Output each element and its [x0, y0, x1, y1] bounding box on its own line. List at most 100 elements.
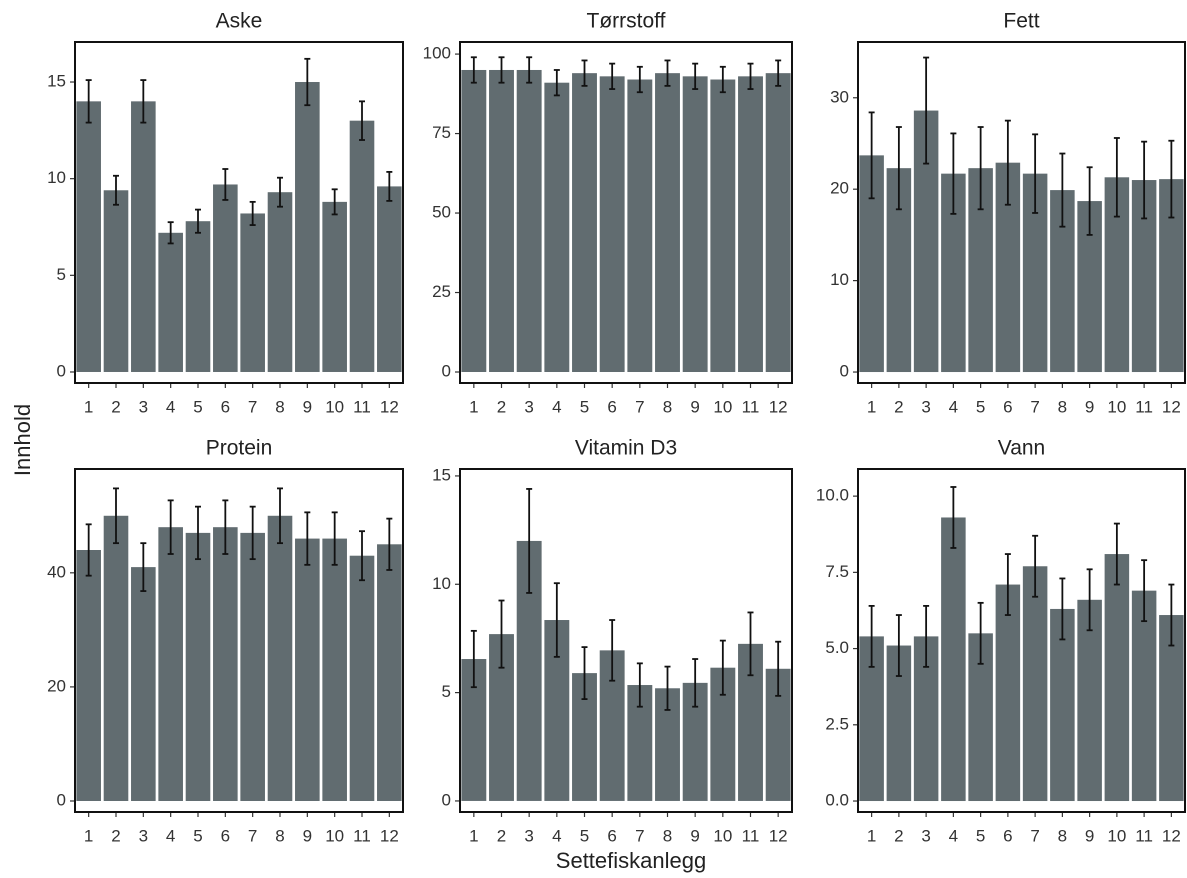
x-tick-label: 7: [635, 397, 644, 416]
x-tick-label: 12: [380, 826, 399, 845]
error-bar: [277, 176, 283, 208]
error-bar: [249, 505, 256, 561]
x-tick-label: 8: [275, 397, 284, 416]
error-bar: [636, 662, 643, 708]
error-bar: [470, 629, 477, 689]
x-tick-label: 6: [607, 826, 616, 845]
y-tick-label: 0.0: [825, 791, 849, 810]
bar: [599, 76, 625, 372]
bar: [349, 120, 375, 372]
y-tick-label: 50: [432, 203, 451, 222]
panel-frame: [74, 41, 404, 384]
error-bar: [249, 200, 256, 226]
y-tick-label: 20: [47, 676, 66, 695]
bar: [1104, 554, 1130, 802]
error-bar: [923, 56, 930, 165]
bar: [544, 82, 570, 373]
error-bar: [923, 604, 930, 668]
bar: [655, 73, 680, 372]
error-bar: [167, 499, 174, 555]
error-bar: [498, 56, 505, 84]
x-tick-label: 2: [111, 397, 120, 416]
bar: [627, 79, 653, 372]
error-bar: [304, 57, 311, 107]
x-tick-label: 8: [663, 397, 672, 416]
bar: [738, 76, 763, 372]
x-tick-label: 3: [524, 826, 533, 845]
bar: [213, 184, 238, 372]
bar: [103, 190, 129, 372]
error-bar: [359, 530, 365, 582]
error-bar: [277, 487, 283, 545]
x-tick-label: 1: [469, 397, 478, 416]
error-bar: [1113, 522, 1120, 586]
error-bar: [526, 488, 533, 594]
error-bar: [526, 56, 533, 84]
bar: [489, 69, 514, 373]
bar: [185, 221, 211, 372]
x-tick-label: 3: [921, 826, 930, 845]
x-tick-label: 2: [497, 397, 506, 416]
x-tick-label: 9: [1085, 397, 1094, 416]
error-bar: [977, 126, 984, 211]
x-tick-label: 11: [353, 397, 371, 416]
bar: [267, 192, 293, 372]
y-tick-label: 5: [442, 682, 451, 701]
y-tick-label: 15: [432, 465, 451, 484]
bar: [349, 555, 375, 801]
x-tick-label: 12: [769, 397, 788, 416]
y-tick-label: 0: [57, 790, 66, 809]
x-tick-label: 1: [469, 826, 478, 845]
error-bar: [386, 171, 393, 202]
panel-frame: [459, 41, 793, 384]
panel-title: Vann: [998, 437, 1046, 460]
bar: [158, 232, 183, 372]
error-bar: [167, 221, 174, 245]
bar: [995, 584, 1021, 802]
x-tick-label: 5: [580, 826, 589, 845]
error-bar: [113, 487, 119, 545]
x-tick-label: 9: [690, 826, 699, 845]
panel-title: Aske: [216, 10, 263, 33]
y-tick-label: 40: [47, 562, 66, 581]
bar: [1077, 599, 1102, 802]
panel-frame: [857, 468, 1186, 813]
error-bar: [895, 126, 902, 211]
y-tick-label: 7.5: [825, 562, 849, 581]
bar: [1131, 590, 1157, 802]
bar: [76, 101, 101, 372]
x-tick-label: 4: [552, 826, 561, 845]
x-tick-label: 10: [1107, 826, 1126, 845]
x-tick-label: 5: [193, 826, 202, 845]
x-tick-label: 1: [84, 397, 93, 416]
error-bar: [359, 100, 365, 141]
x-tick-label: 4: [949, 397, 958, 416]
x-tick-label: 3: [524, 397, 533, 416]
y-tick-label: 25: [432, 282, 451, 301]
error-bar: [85, 523, 92, 577]
x-tick-label: 6: [221, 826, 230, 845]
error-bar: [692, 62, 699, 90]
x-tick-label: 10: [1107, 397, 1126, 416]
error-bar: [1141, 140, 1148, 220]
x-axis-title: Settefiskanlegg: [556, 848, 706, 873]
panel-title: Protein: [206, 437, 273, 460]
y-tick-label: 0: [442, 790, 451, 809]
x-tick-label: 7: [248, 826, 257, 845]
panel-frame: [857, 41, 1186, 384]
error-bar: [977, 601, 984, 665]
error-bar: [719, 639, 726, 696]
error-bar: [1059, 577, 1066, 641]
error-bar: [140, 79, 147, 124]
bar: [682, 76, 708, 372]
x-tick-label: 8: [663, 826, 672, 845]
bar: [295, 538, 320, 801]
error-bar: [581, 646, 588, 701]
y-tick-label: 10: [830, 270, 849, 289]
y-tick-label: 30: [830, 87, 849, 106]
error-bar: [1032, 534, 1039, 598]
x-tick-label: 3: [921, 397, 930, 416]
error-bar: [719, 65, 726, 94]
y-tick-label: 100: [423, 44, 451, 63]
x-tick-label: 1: [867, 826, 876, 845]
